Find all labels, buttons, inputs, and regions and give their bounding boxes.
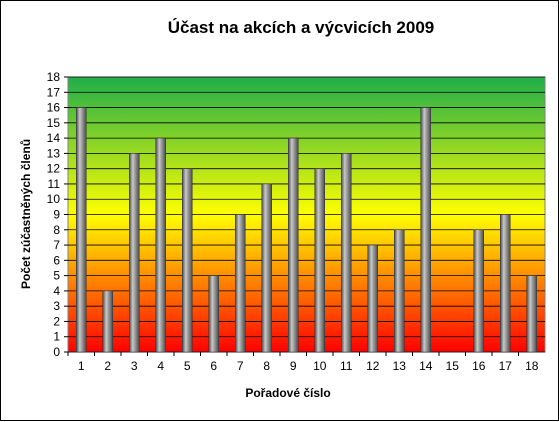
x-tick-label: 5 [184,359,191,373]
y-tick-label: 12 [47,162,61,176]
y-tick-label: 18 [47,70,61,84]
bar-16 [473,229,484,353]
x-tick-label: 16 [472,359,486,373]
x-axis-label: Pořadové číslo [245,386,330,400]
y-tick-label: 11 [48,177,61,191]
bar-4 [155,137,166,353]
y-tick-label: 16 [47,101,61,115]
x-tick-label: 1 [78,359,85,373]
bar-5 [182,168,193,353]
y-tick-label: 6 [53,253,60,267]
bar-11 [341,153,352,353]
x-tick-label: 9 [290,359,297,373]
y-tick-label: 8 [53,223,60,237]
bars [76,107,537,353]
x-tick-label: 2 [104,359,111,373]
x-tick-label: 7 [237,359,244,373]
bar-2 [102,290,113,353]
x-tick-label: 18 [525,359,539,373]
chart-title: Účast na akcích a výcvicích 2009 [168,18,435,37]
bar-18 [526,275,537,353]
bar-10 [314,168,325,353]
bar-6 [208,275,219,353]
y-axis-label: Počet zúčastněných členů [19,139,33,289]
x-tick-label: 8 [263,359,270,373]
x-tick-label: 12 [366,359,380,373]
x-tick-label: 6 [210,359,217,373]
bar-7 [235,214,246,353]
x-tick-label: 11 [340,359,353,373]
x-tick-label: 14 [419,359,433,373]
y-tick-label: 9 [53,208,60,222]
bar-1 [76,107,87,353]
y-tick-label: 0 [53,345,60,359]
x-tick-label: 3 [131,359,138,373]
bar-17 [500,214,511,353]
bar-14 [420,107,431,353]
bar-12 [367,244,378,353]
y-tick-label: 2 [53,314,60,328]
y-tick-label: 7 [53,238,60,252]
y-tick-label: 5 [53,269,60,283]
y-tick-label: 4 [53,284,60,298]
y-tick-label: 15 [47,116,61,130]
bar-8 [261,183,272,353]
y-tick-label: 10 [47,192,61,206]
y-tick-label: 3 [53,299,60,313]
x-tick-label: 15 [446,359,460,373]
bar-9 [288,137,299,353]
x-tick-label: 17 [499,359,513,373]
bar-13 [394,229,405,353]
x-tick-label: 10 [313,359,327,373]
y-tick-label: 17 [47,85,61,99]
bar-3 [129,153,140,353]
y-tick-label: 14 [47,131,61,145]
x-tick-label: 13 [393,359,407,373]
y-tick-label: 1 [53,330,60,344]
y-tick-label: 13 [47,146,61,160]
x-tick-label: 4 [157,359,164,373]
x-tick-labels: 1 2 3 4 5 6 7 8 9 10 11 12 13 14 15 16 17 18 [67,352,539,373]
